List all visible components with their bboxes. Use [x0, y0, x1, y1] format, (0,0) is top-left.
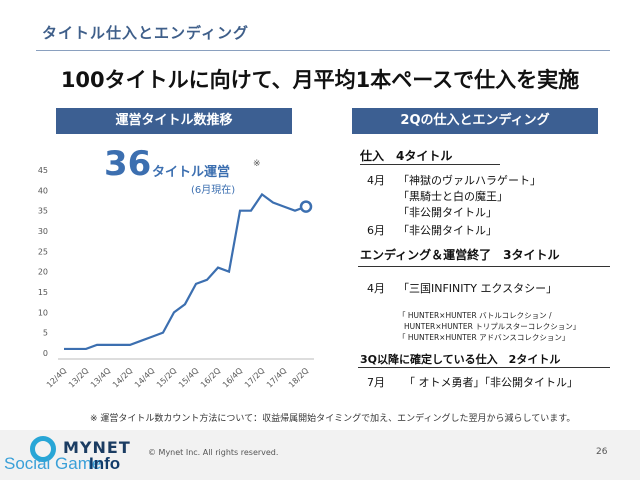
q3-month: 7月: [367, 376, 385, 389]
x-tick-label: 14/2Q: [111, 366, 135, 390]
watermark-social-game: Social Game: [4, 454, 102, 473]
y-tick-label: 15: [38, 288, 48, 297]
title-rule: [36, 50, 610, 51]
copyright: © Mynet Inc. All rights reserved.: [148, 448, 279, 457]
banner-title-trend: 運営タイトル数推移: [56, 108, 292, 134]
logo-text: MYNET: [63, 438, 131, 457]
section-title: タイトル仕入とエンディング: [42, 24, 249, 42]
y-tick-label: 0: [43, 349, 48, 358]
end-title: 「三国INFINITY エクスタシー」: [398, 282, 558, 295]
y-tick-label: 35: [38, 207, 48, 216]
x-tick-label: 16/2Q: [199, 366, 223, 390]
x-tick-label: 16/4Q: [221, 366, 245, 390]
y-tick-label: 20: [38, 268, 48, 277]
acq-title-4: 「非公開タイトル」: [398, 224, 497, 237]
acq-month-4: 6月: [367, 224, 385, 237]
y-tick-label: 30: [38, 227, 48, 236]
q3-heading: 3Q以降に確定している仕入 2タイトル: [360, 353, 561, 366]
acq-month-1: 4月: [367, 174, 385, 187]
y-tick-label: 5: [43, 329, 48, 338]
footnote: ※ 運営タイトル数カウント方法について：収益帰属開始タイミングで加え、エンディン…: [90, 414, 576, 424]
x-tick-label: 15/2Q: [155, 366, 179, 390]
q3-rule: [358, 367, 610, 368]
banner-q2: 2Qの仕入とエンディング: [352, 108, 598, 134]
y-tick-label: 25: [38, 247, 48, 256]
acq-title-1: 「神獄のヴァルハラゲート」: [398, 174, 541, 187]
end-small-2: HUNTER×HUNTER トリプルスターコレクション」: [404, 322, 581, 331]
end-heading: エンディング＆運営終了 3タイトル: [360, 248, 560, 262]
big-number: 36: [104, 144, 152, 184]
series-line: [64, 192, 307, 351]
acq-title-2: 「黒騎士と白の魔王」: [398, 190, 508, 203]
logo-circle-icon: [30, 436, 56, 462]
watermark-info: Info: [89, 454, 121, 473]
end-rule: [358, 266, 610, 267]
end-month: 4月: [367, 282, 385, 295]
footer-band: [0, 430, 640, 480]
latest-data-point: [299, 200, 313, 213]
x-tick-label: 13/4Q: [89, 366, 113, 390]
x-tick-label: 15/4Q: [177, 366, 201, 390]
end-small-3: 「 HUNTER×HUNTER アドバンスコレクション」: [398, 333, 570, 342]
headline: 100タイトルに向けて、月平均1本ペースで仕入を実施: [60, 68, 580, 92]
end-small-1: 「 HUNTER×HUNTER バトルコレクション /: [398, 311, 552, 320]
x-tick-label: 13/2Q: [67, 366, 91, 390]
acq-title-3: 「非公開タイトル」: [398, 206, 497, 219]
acq-heading: 仕入 4タイトル: [360, 149, 453, 163]
x-tick-label: 18/2Q: [287, 366, 311, 390]
acq-rule: [360, 164, 500, 165]
page-number: 26: [596, 447, 608, 457]
x-tick-label: 12/4Q: [45, 366, 69, 390]
y-tick-label: 45: [38, 166, 48, 175]
q3-titles: 「 オトメ勇者」「非公開タイトル」: [404, 376, 578, 389]
big-label: タイトル運営: [152, 165, 231, 180]
x-tick-label: 14/4Q: [133, 366, 157, 390]
x-tick-label: 17/4Q: [265, 366, 289, 390]
y-tick-label: 10: [38, 308, 48, 317]
big-sub: (6月現在): [191, 185, 236, 196]
y-tick-label: 40: [38, 186, 48, 195]
big-note: ※: [253, 159, 261, 169]
x-tick-label: 17/2Q: [243, 366, 267, 390]
